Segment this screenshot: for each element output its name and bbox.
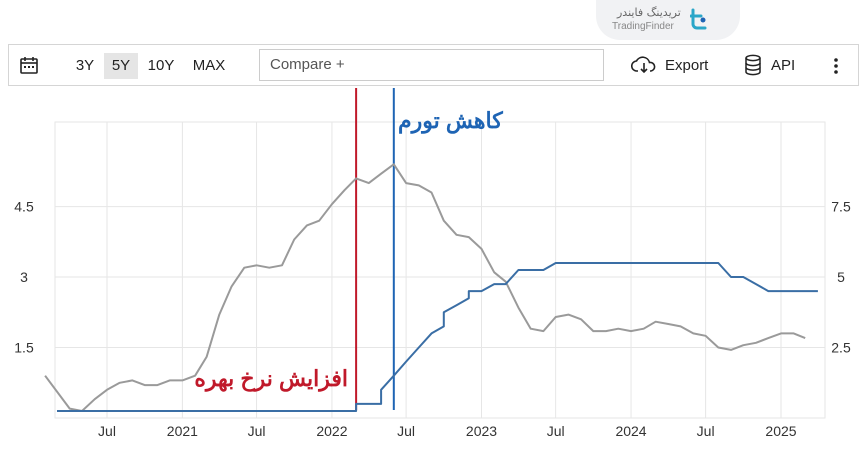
x-tick-label: 2024 [615,423,646,439]
database-icon[interactable] [744,54,762,76]
compare-input[interactable]: Compare + [259,49,604,81]
series-line-0 [44,163,806,412]
x-tick-label: Jul [697,423,715,439]
disinflation-annotation: کاهش تورم [398,108,503,134]
range-3y-button[interactable]: 3Y [75,57,95,74]
x-tick-label: Jul [98,423,116,439]
calendar-icon[interactable] [19,55,39,75]
x-tick-label: 2023 [466,423,497,439]
y-left-tick-label: 1.5 [14,340,34,356]
series-line-1 [57,262,818,412]
y-right-tick-label: 2.5 [831,340,851,356]
y-right-tick-label: 5 [837,269,845,285]
export-button[interactable]: Export [665,57,709,74]
x-tick-label: 2021 [167,423,198,439]
x-tick-label: Jul [547,423,565,439]
more-vertical-icon[interactable] [833,57,839,75]
plot-area-frame [54,121,826,419]
api-button[interactable]: API [771,57,796,74]
range-10y-button[interactable]: 10Y [147,57,175,74]
y-right-tick-label: 7.5 [831,199,851,215]
x-tick-label: 2025 [765,423,796,439]
cloud-download-icon[interactable] [631,55,657,75]
range-5y-button[interactable]: 5Y [104,53,138,79]
x-tick-label: Jul [248,423,266,439]
range-max-button[interactable]: MAX [192,57,226,74]
x-tick-label: 2022 [316,423,347,439]
watermark-brand-en: TradingFinder [612,21,674,32]
chart-toolbar: 3Y 5Y 10Y MAX Compare + Export API [8,44,859,86]
tradingfinder-logo-icon [690,8,707,30]
x-tick-label: Jul [397,423,415,439]
watermark-badge [596,0,740,40]
watermark-brand-fa: تریدینگ فایندر [617,6,681,19]
y-left-tick-label: 4.5 [14,199,34,215]
y-left-tick-label: 3 [20,269,28,285]
rate-hike-annotation: افزایش نرخ بهره [194,366,348,392]
